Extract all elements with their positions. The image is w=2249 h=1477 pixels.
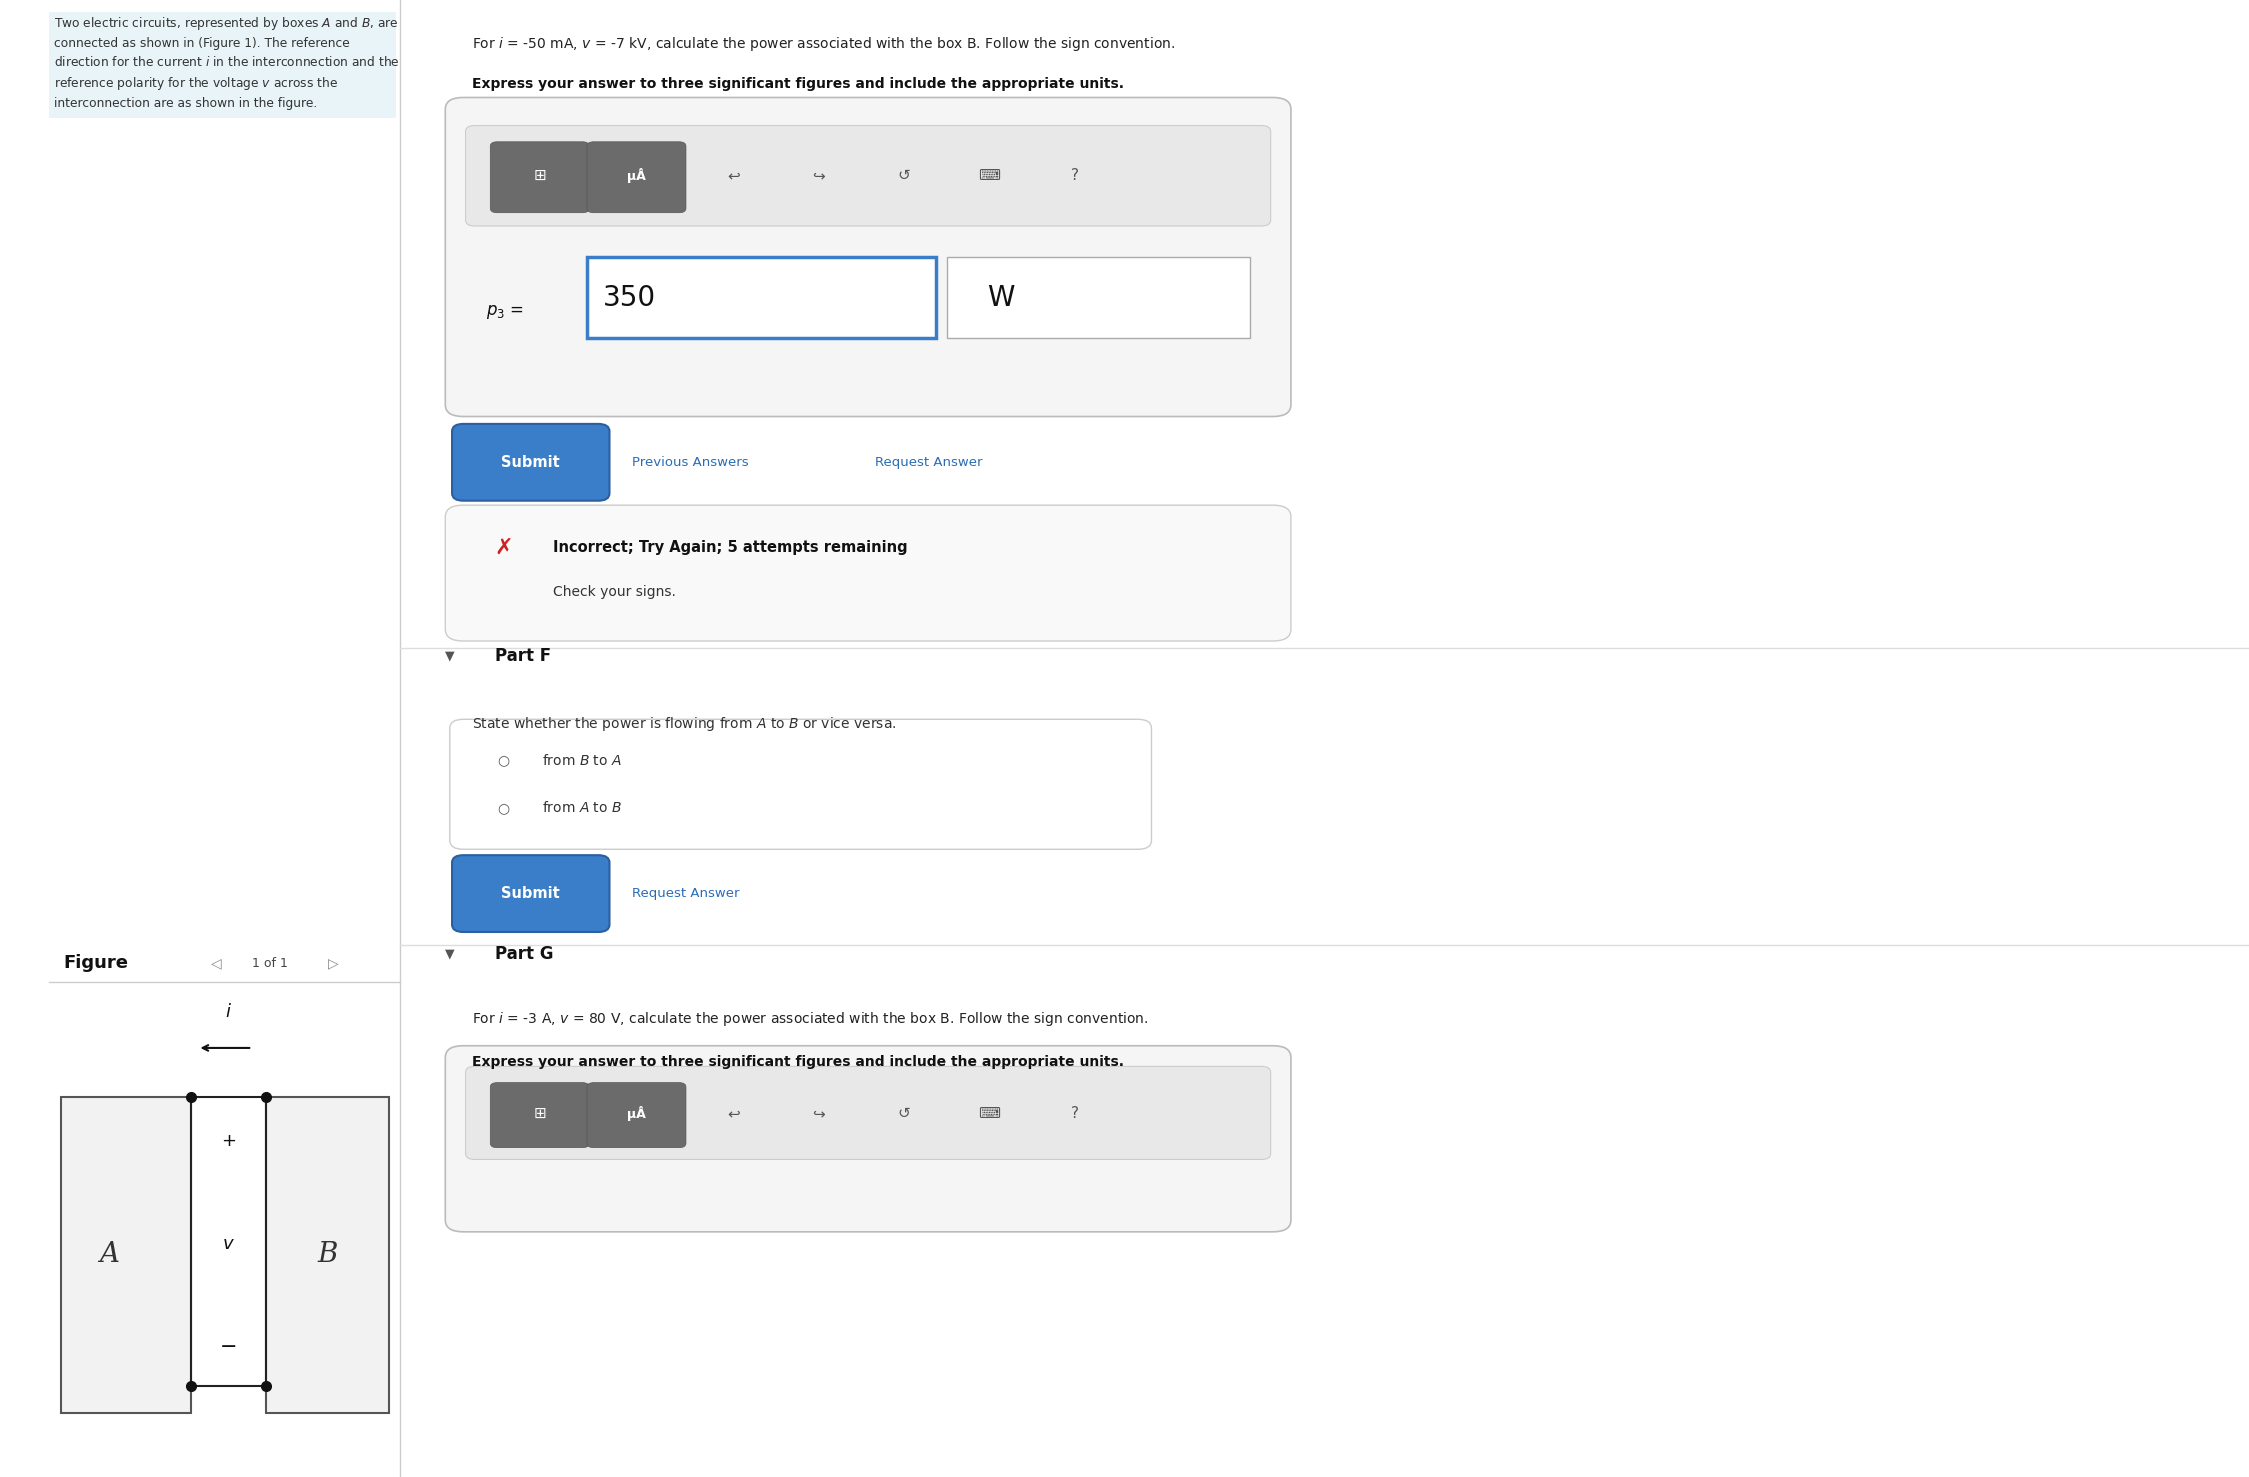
Text: ↪: ↪ <box>812 168 825 183</box>
Text: from $A$ to $B$: from $A$ to $B$ <box>542 801 623 815</box>
Text: ⌨: ⌨ <box>978 1106 1001 1121</box>
Text: $p_3$ =: $p_3$ = <box>486 303 524 321</box>
Text: Incorrect; Try Again; 5 attempts remaining: Incorrect; Try Again; 5 attempts remaini… <box>553 541 909 555</box>
Text: ↩: ↩ <box>726 168 740 183</box>
Text: For $i$ = -50 mA, $v$ = -7 kV, calculate the power associated with the box B. Fo: For $i$ = -50 mA, $v$ = -7 kV, calculate… <box>472 35 1176 53</box>
Text: A: A <box>99 1241 119 1269</box>
Text: ○: ○ <box>497 801 508 815</box>
Text: μÅ: μÅ <box>627 1106 645 1121</box>
Text: Figure: Figure <box>63 954 128 972</box>
Text: ?: ? <box>1071 168 1080 183</box>
Text: ⊞: ⊞ <box>533 1106 547 1121</box>
Text: ✗: ✗ <box>495 538 513 558</box>
Text: B: B <box>317 1241 337 1269</box>
Text: ▼: ▼ <box>445 650 454 662</box>
Text: ◁: ◁ <box>211 957 220 970</box>
Text: μÅ: μÅ <box>627 168 645 183</box>
Text: ⌨: ⌨ <box>978 168 1001 183</box>
Text: Previous Answers: Previous Answers <box>632 456 749 468</box>
Text: Two electric circuits, represented by boxes $A$ and $B$, are
connected as shown : Two electric circuits, represented by bo… <box>54 15 400 111</box>
Text: ○: ○ <box>497 753 508 768</box>
Text: −: − <box>220 1338 236 1357</box>
Text: Request Answer: Request Answer <box>875 456 983 468</box>
Text: ↺: ↺ <box>897 168 911 183</box>
Text: +: + <box>220 1131 236 1149</box>
Text: $v$: $v$ <box>223 1235 234 1252</box>
Bar <box>61 1097 191 1413</box>
Text: 1 of 1: 1 of 1 <box>252 957 288 970</box>
Text: Check your signs.: Check your signs. <box>553 585 677 600</box>
Text: ▷: ▷ <box>328 957 337 970</box>
Text: 350: 350 <box>603 285 657 312</box>
Text: ?: ? <box>1071 1106 1080 1121</box>
Text: Express your answer to three significant figures and include the appropriate uni: Express your answer to three significant… <box>472 1055 1124 1068</box>
Text: ↪: ↪ <box>812 1106 825 1121</box>
Text: Part F: Part F <box>495 647 551 665</box>
Text: Express your answer to three significant figures and include the appropriate uni: Express your answer to three significant… <box>472 77 1124 90</box>
Bar <box>265 1097 389 1413</box>
Text: W: W <box>987 285 1014 312</box>
Text: Request Answer: Request Answer <box>632 888 740 899</box>
Text: State whether the power is flowing from $A$ to $B$ or vice versa.: State whether the power is flowing from … <box>472 715 897 733</box>
Text: Part G: Part G <box>495 945 553 963</box>
Text: ↺: ↺ <box>897 1106 911 1121</box>
Text: $i$: $i$ <box>225 1003 232 1021</box>
Text: Submit: Submit <box>502 886 560 901</box>
Text: For $i$ = -3 A, $v$ = 80 V, calculate the power associated with the box B. Follo: For $i$ = -3 A, $v$ = 80 V, calculate th… <box>472 1010 1149 1028</box>
Text: ▼: ▼ <box>445 948 454 960</box>
Text: ⊞: ⊞ <box>533 168 547 183</box>
Text: from $B$ to $A$: from $B$ to $A$ <box>542 753 621 768</box>
Text: Submit: Submit <box>502 455 560 470</box>
Text: ↩: ↩ <box>726 1106 740 1121</box>
